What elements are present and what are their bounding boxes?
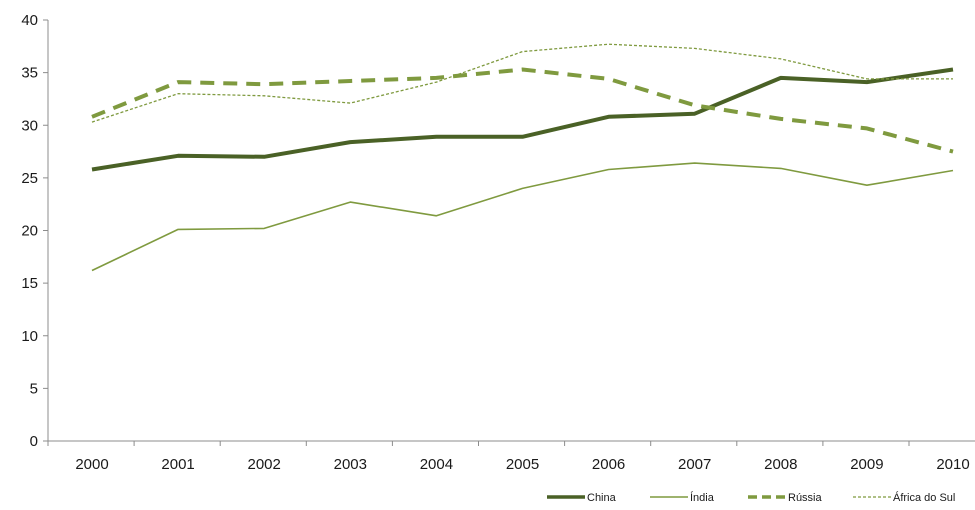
y-tick-label: 35 xyxy=(21,65,38,82)
series-line-china xyxy=(91,67,954,172)
x-tick-label: 2009 xyxy=(850,456,883,473)
x-tick-label: 2010 xyxy=(936,456,969,473)
axes: 0 5 10 15 20 25 30 35 40 2000 2001 2002 2003 2004 2005… xyxy=(21,12,975,473)
x-tick-label: 2000 xyxy=(75,456,108,473)
x-tick-label: 2007 xyxy=(678,456,711,473)
x-tick-label: 2001 xyxy=(161,456,194,473)
legend: China Índia Rússia África do Sul xyxy=(547,491,955,504)
y-tick-label: 40 xyxy=(21,12,38,29)
y-tick-label: 0 xyxy=(30,433,38,450)
legend-label: África do Sul xyxy=(893,491,955,504)
series-line-r-ssia xyxy=(91,67,954,154)
x-tick-label: 2006 xyxy=(592,456,625,473)
y-tick-label: 20 xyxy=(21,223,38,240)
legend-label: Rússia xyxy=(788,492,823,504)
x-tick-label: 2008 xyxy=(764,456,797,473)
x-tick-label: 2004 xyxy=(420,456,453,473)
series-line--frica-do-sul xyxy=(91,43,953,123)
x-tick-label: 2002 xyxy=(248,456,281,473)
x-tick-label: 2003 xyxy=(334,456,367,473)
series-line--ndia xyxy=(91,162,954,272)
series-layer xyxy=(91,43,954,272)
y-tick-label: 10 xyxy=(21,328,38,345)
legend-label: Índia xyxy=(690,491,715,504)
y-tick-label: 15 xyxy=(21,275,38,292)
y-tick-label: 30 xyxy=(21,117,38,134)
legend-label: China xyxy=(587,492,617,504)
y-tick-label: 5 xyxy=(30,380,38,397)
y-tick-label: 25 xyxy=(21,170,38,187)
x-tick-label: 2005 xyxy=(506,456,539,473)
